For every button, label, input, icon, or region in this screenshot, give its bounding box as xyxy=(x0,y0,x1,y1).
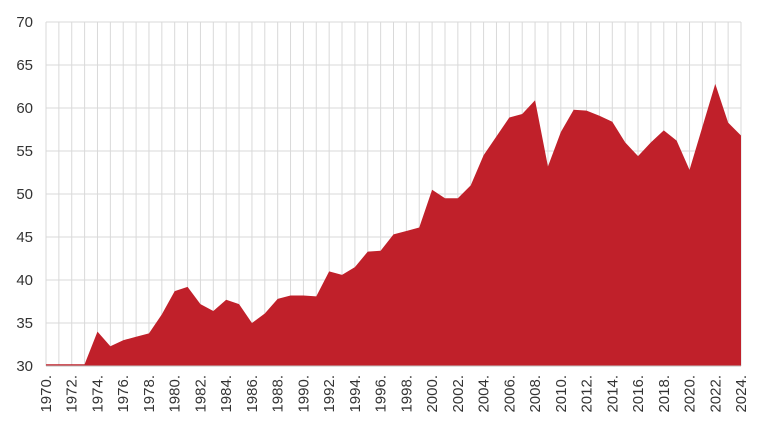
y-tick-label: 60 xyxy=(16,100,33,117)
x-tick-label: 2022. xyxy=(707,375,724,413)
x-tick-label: 1994. xyxy=(347,375,364,413)
x-tick-label: 1988. xyxy=(270,375,287,413)
x-tick-label: 1992. xyxy=(321,375,338,413)
x-tick-label: 2016. xyxy=(630,375,647,413)
y-tick-label: 50 xyxy=(16,186,33,203)
axes: 30 35 40 45 50 55 60 65 70 1970. 1972. 1974. 1976. 19… xyxy=(16,14,750,413)
x-tick-label: 2008. xyxy=(527,375,544,413)
y-tick-label: 40 xyxy=(16,272,33,289)
area-series-0 xyxy=(46,83,741,367)
y-tick-label: 30 xyxy=(16,358,33,375)
x-tick-label: 2010. xyxy=(553,375,570,413)
x-tick-label: 2024. xyxy=(733,375,750,413)
plot-area xyxy=(46,83,741,367)
x-tick-label: 1976. xyxy=(115,375,132,413)
x-tick-label: 2012. xyxy=(579,375,596,413)
x-tick-label: 1982. xyxy=(192,375,209,413)
y-tick-label: 70 xyxy=(16,14,33,31)
x-tick-label: 1970. xyxy=(38,375,55,413)
x-tick-label: 2014. xyxy=(604,375,621,413)
x-tick-label: 1990. xyxy=(295,375,312,413)
y-tick-label: 45 xyxy=(16,229,33,246)
y-tick-label: 55 xyxy=(16,143,33,160)
x-tick-label: 1986. xyxy=(244,375,261,413)
x-tick-label: 2004. xyxy=(476,375,493,413)
x-tick-label: 1974. xyxy=(89,375,106,413)
x-tick-label: 1972. xyxy=(64,375,81,413)
x-tick-label: 1980. xyxy=(167,375,184,413)
x-tick-label: 2020. xyxy=(682,375,699,413)
x-tick-label: 1996. xyxy=(373,375,390,413)
x-tick-label: 1984. xyxy=(218,375,235,413)
x-tick-label: 1978. xyxy=(141,375,158,413)
x-tick-label: 2002. xyxy=(450,375,467,413)
y-tick-label: 65 xyxy=(16,57,33,74)
x-tick-label: 2000. xyxy=(424,375,441,413)
x-tick-label: 2018. xyxy=(656,375,673,413)
x-tick-label: 2006. xyxy=(501,375,518,413)
x-tick-label: 1998. xyxy=(398,375,415,413)
y-tick-label: 35 xyxy=(16,315,33,332)
